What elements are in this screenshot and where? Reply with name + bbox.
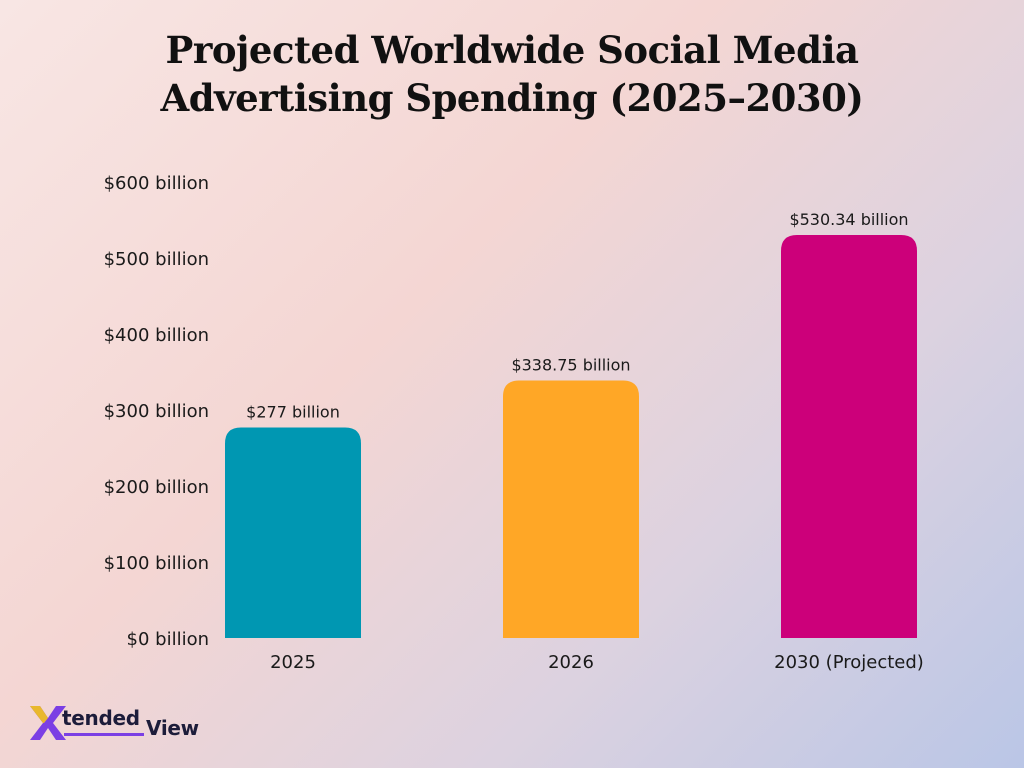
- data-label: $530.34 billion: [789, 210, 908, 229]
- bars: $277 billion $338.75 billion $530.34 billi…: [225, 210, 917, 639]
- x-tick-label: 2025: [270, 652, 316, 673]
- chart-title-line-1: Projected Worldwide Social Media: [165, 28, 859, 72]
- chart-title-line-2: Advertising Spending (2025–2030): [160, 76, 864, 120]
- logo-text-tended: tended: [62, 706, 140, 730]
- y-tick-label: $0 billion: [127, 629, 209, 650]
- y-tick-label: $400 billion: [104, 325, 209, 346]
- y-tick-label: $200 billion: [104, 477, 209, 498]
- xtendedview-logo: tended View: [28, 702, 218, 746]
- bar-2030: [781, 234, 917, 639]
- data-label: $277 billion: [246, 402, 340, 421]
- chart-title: Projected Worldwide Social Media Adverti…: [0, 26, 1024, 122]
- x-tick-label: 2030 (Projected): [774, 652, 924, 673]
- y-tick-label: $500 billion: [104, 249, 209, 270]
- y-axis: $0 billion $100 billion $200 billion $300 b…: [104, 173, 209, 650]
- logo-x-icon: [30, 706, 66, 740]
- x-tick-label: 2026: [548, 652, 594, 673]
- logo-underline: [64, 733, 144, 736]
- bar-2026: [503, 380, 639, 638]
- data-label: $338.75 billion: [511, 356, 630, 375]
- bar-2025: [225, 427, 361, 638]
- logo-text-view: View: [146, 716, 199, 740]
- y-tick-label: $300 billion: [104, 401, 209, 422]
- y-tick-label: $600 billion: [104, 173, 209, 194]
- y-tick-label: $100 billion: [104, 553, 209, 574]
- x-axis: 2025 2026 2030 (Projected): [270, 652, 924, 673]
